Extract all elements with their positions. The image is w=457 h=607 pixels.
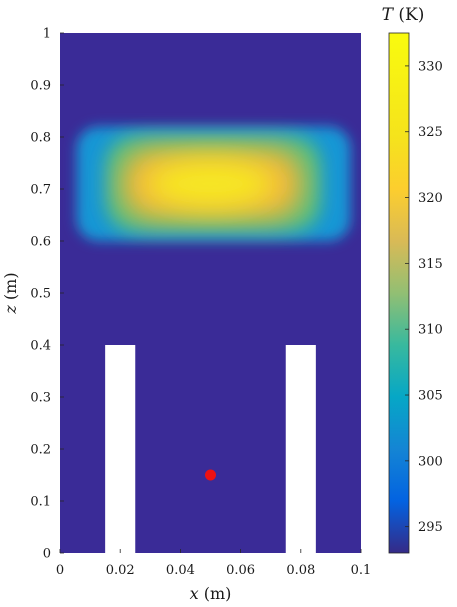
x-tick-label: 0 bbox=[56, 563, 64, 578]
x-tick-label: 0.1 bbox=[351, 563, 372, 578]
x-tick-label: 0.06 bbox=[226, 563, 255, 578]
y-tick-label: 0 bbox=[43, 547, 51, 562]
colorbar-tick-label: 325 bbox=[418, 125, 443, 140]
y-tick-label: 0.1 bbox=[30, 495, 51, 510]
y-tick-label: 1 bbox=[43, 27, 51, 42]
colorbar-frame bbox=[388, 32, 410, 554]
colorbar-tick-label: 300 bbox=[418, 454, 443, 469]
obstacle-2 bbox=[285, 345, 316, 553]
colorbar-tick-label: 310 bbox=[418, 323, 443, 338]
x-tick-label: 0.08 bbox=[286, 563, 315, 578]
x-tick-label: 0.04 bbox=[166, 563, 195, 578]
probe-marker bbox=[205, 469, 216, 481]
y-tick-label: 0.9 bbox=[30, 79, 51, 94]
colorbar-tick-label: 315 bbox=[418, 257, 443, 272]
y-tick-label: 0.5 bbox=[30, 287, 51, 302]
y-tick-label: 0.7 bbox=[30, 183, 51, 198]
colorbar-tick-label: 305 bbox=[418, 389, 443, 404]
y-tick-label: 0.8 bbox=[30, 131, 51, 146]
heatmap-plot bbox=[60, 33, 361, 553]
y-axis-label-var: z bbox=[1, 305, 20, 315]
y-axis-label: z (m) bbox=[1, 272, 20, 314]
y-tick-label: 0.4 bbox=[30, 339, 51, 354]
colorbar-tick-label: 320 bbox=[418, 191, 443, 206]
x-axis-label-var: x bbox=[190, 584, 199, 603]
y-tick-label: 0.3 bbox=[30, 391, 51, 406]
obstacles bbox=[105, 345, 316, 553]
y-axis: 0 0.1 0.2 0.3 0.4 0.5 0.6 0.7 0.8 0.9 1 bbox=[30, 27, 64, 562]
colorbar-tick-label: 295 bbox=[418, 520, 443, 535]
colorbar-label-var: T bbox=[382, 5, 395, 25]
y-axis-label-unit: (m) bbox=[1, 272, 20, 300]
obstacle-1 bbox=[105, 345, 136, 553]
y-tick-label: 0.6 bbox=[30, 235, 51, 250]
x-axis: 0 0.02 0.04 0.06 0.08 0.1 bbox=[56, 549, 371, 578]
colorbar-label: T (K) bbox=[382, 5, 425, 25]
colorbar-tick-label: 330 bbox=[418, 59, 443, 74]
colorbar-label-unit: (K) bbox=[398, 5, 424, 25]
x-axis-label-unit: (m) bbox=[204, 584, 232, 603]
colorbar-ticks: 295 300 305 310 315 320 325 330 bbox=[405, 59, 443, 535]
y-tick-label: 0.2 bbox=[30, 443, 51, 458]
hot-zone-peak bbox=[144, 159, 277, 209]
x-axis-label: x (m) bbox=[190, 584, 232, 603]
x-tick-label: 0.02 bbox=[106, 563, 135, 578]
colorbar: 295 300 305 310 315 320 325 330 T (K) bbox=[382, 5, 443, 554]
hot-zone bbox=[76, 126, 351, 241]
colorbar-gradient bbox=[389, 33, 409, 553]
